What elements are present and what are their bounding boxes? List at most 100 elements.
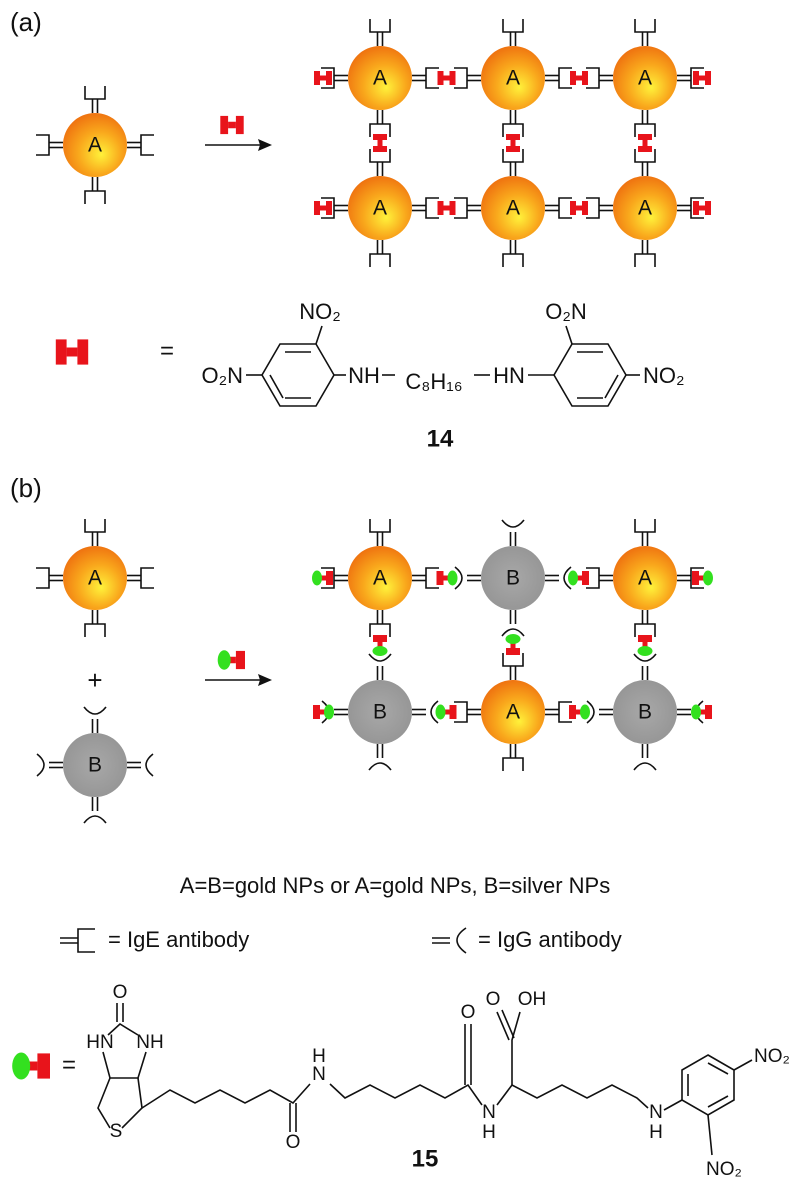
linker-part [12,1053,30,1080]
linker-part [312,571,322,586]
linker [373,134,387,152]
legend-ige: = IgE antibody [108,927,249,952]
linker [570,201,588,215]
biotin-linker [506,634,521,655]
bracket [635,519,655,532]
arc [146,754,153,776]
ige-antibody [85,177,105,204]
bracket [635,19,655,32]
linker-part [373,635,387,642]
igg-antibody [84,797,106,823]
linker-part [582,201,588,215]
particle-label: A [506,701,520,724]
bracket [85,86,105,99]
bracket [85,191,105,204]
linker-part [320,76,326,81]
ige-antibody [85,519,105,546]
linker-part [638,134,652,140]
linker-part [693,71,699,85]
linker-part [444,206,450,211]
linker-part [705,71,711,85]
linker-part [373,646,388,656]
particle-label: A [373,567,387,590]
arrow-head [258,674,272,686]
ige-icon [60,929,95,952]
chem-atom: N [649,1102,663,1123]
linker-part [450,705,457,719]
chem-atom: O [113,982,128,1003]
igg-antibody [127,754,153,776]
chem-group: NO₂ [299,299,341,324]
particle-label: A [88,134,102,157]
bracket [503,19,523,32]
ige-antibody [635,19,655,46]
particle-label: B [373,701,387,724]
chem-atom: S [110,1121,123,1142]
igg-antibody [369,654,391,680]
compound-number: 15 [412,1145,439,1172]
igg-antibody [84,707,106,733]
bracket [503,254,523,267]
chem-atom: O [486,989,501,1010]
bracket [454,68,467,88]
linker [506,134,520,152]
linker-part [450,201,456,215]
linker-part [236,116,244,134]
ige-antibody [503,653,523,680]
bracket [370,254,390,267]
linker [438,201,456,215]
linker-part [436,705,446,720]
particle-label: A [506,67,520,90]
ige-antibody [503,110,523,137]
ige-antibody [370,110,390,137]
chem-group: O₂N [201,363,243,388]
linker-part [699,206,705,211]
linker-part [67,348,78,357]
ige-antibody [635,519,655,546]
ige-antibody [545,68,572,88]
linker-part [705,201,711,215]
linker-part [643,140,648,146]
legend-composition: A=B=gold NPs or A=gold NPs, B=silver NPs [180,873,610,898]
plus: + [87,665,102,695]
arrow-head [258,139,272,151]
chem-atom: NH [136,1032,163,1053]
linker-part [314,71,320,85]
igg-antibody [412,701,438,723]
linker-part [582,71,588,85]
bracket [36,568,49,588]
ige-antibody [635,610,655,637]
linker-part [580,705,590,720]
linker-part [638,635,652,642]
linker [314,71,332,85]
igg-antibody [369,744,391,770]
linker [638,134,652,152]
ige-antibody [545,702,572,722]
linker-part [373,146,387,152]
chem-atom: HN [86,1032,113,1053]
bracket [635,254,655,267]
linker-part [568,571,578,586]
linker-part [576,76,582,81]
linker-part [570,71,576,85]
ige-antibody [412,68,439,88]
ige-antibody [454,702,481,722]
linker-part [314,201,320,215]
bracket [426,68,439,88]
chem-atom: N [312,1064,326,1085]
ige-antibody [127,135,154,155]
chem-atom: OH [518,989,547,1010]
particle-label: A [88,567,102,590]
bracket [141,568,154,588]
igg-icon [432,928,466,953]
linker-part [313,705,320,719]
igg-antibody [37,754,63,776]
linker-part [326,571,333,585]
bracket [503,758,523,771]
linker-part [326,201,332,215]
igg-antibody [545,567,571,589]
linker [693,201,711,215]
ige-antibody [503,240,523,267]
biotin-linker [436,705,457,720]
arc [369,763,391,770]
